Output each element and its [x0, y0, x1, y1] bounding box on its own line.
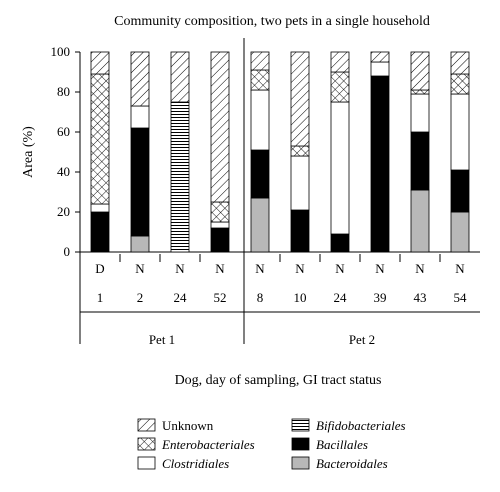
gi-status-label: N — [255, 261, 265, 276]
bar-segment-unknown — [370, 51, 390, 63]
bar-segment-clostridiales — [210, 221, 230, 229]
gi-status-label: D — [95, 261, 104, 276]
sampling-day-label: 24 — [334, 290, 348, 305]
y-tick-label: 0 — [64, 244, 71, 259]
bar-segment-unknown — [290, 51, 310, 147]
sampling-day-label: 24 — [174, 290, 188, 305]
bar-segment-bacillales — [410, 131, 430, 191]
sampling-day-label: 39 — [374, 290, 387, 305]
bar-segment-enterobacteriales — [450, 73, 470, 95]
bar-segment-bifidobacteriales — [170, 101, 190, 253]
y-tick-label: 40 — [57, 164, 70, 179]
legend-label: Clostridiales — [162, 456, 229, 471]
legend-label: Bacillales — [316, 437, 368, 452]
bar-segment-unknown — [330, 51, 350, 73]
bar-segment-bacillales — [210, 227, 230, 253]
legend-label: Unknown — [162, 418, 214, 433]
gi-status-label: N — [415, 261, 425, 276]
gi-status-label: N — [375, 261, 385, 276]
chart-title: Community composition, two pets in a sin… — [114, 14, 430, 29]
bar-segment-unknown — [90, 51, 110, 75]
gi-status-label: N — [335, 261, 345, 276]
sampling-day-label: 54 — [454, 290, 468, 305]
bar-segment-enterobacteriales — [330, 71, 350, 103]
bar-segment-bacillales — [90, 211, 110, 253]
bar-segment-clostridiales — [250, 89, 270, 151]
bar-segment-unknown — [130, 51, 150, 107]
legend: Unknown Enterobacteriales Clostridiales Bif… — [137, 418, 406, 471]
legend-swatch — [137, 418, 156, 432]
bar-segment-enterobacteriales — [90, 73, 110, 205]
gi-status-label: N — [215, 261, 225, 276]
bar-segment-enterobacteriales — [290, 145, 310, 157]
sampling-day-label: 8 — [257, 290, 264, 305]
bar-segment-unknown — [210, 51, 230, 203]
bar-segment-bacteroidales — [410, 189, 430, 253]
x-axis-label: Dog, day of sampling, GI tract status — [175, 373, 382, 388]
legend-swatch — [291, 437, 310, 451]
gi-status-label: N — [455, 261, 465, 276]
bar-segment-clostridiales — [130, 105, 150, 129]
bar-segment-bacillales — [250, 149, 270, 199]
bar-segment-bacillales — [330, 233, 350, 253]
y-tick-label: 20 — [57, 204, 70, 219]
legend-label: Bifidobacteriales — [316, 418, 406, 433]
bar-segment-unknown — [170, 51, 190, 103]
pet-group-label: Pet 1 — [149, 332, 175, 347]
sampling-day-label: 52 — [214, 290, 227, 305]
y-tick-label: 60 — [57, 124, 70, 139]
sampling-day-label: 2 — [137, 290, 144, 305]
bar-segment-enterobacteriales — [250, 69, 270, 91]
legend-label: Bacteroidales — [316, 456, 388, 471]
bar-segment-clostridiales — [450, 93, 470, 171]
bar-segment-clostridiales — [90, 203, 110, 213]
gi-status-label: N — [295, 261, 305, 276]
bar-segment-clostridiales — [290, 155, 310, 211]
bar-segment-bacteroidales — [130, 235, 150, 253]
bar-segment-bacillales — [370, 75, 390, 253]
legend-swatch — [291, 456, 310, 470]
bars — [90, 51, 470, 253]
gi-status-label: N — [135, 261, 145, 276]
bar-segment-unknown — [450, 51, 470, 75]
y-axis-label: Area (%) — [21, 126, 36, 178]
pet-group-label: Pet 2 — [349, 332, 375, 347]
category-labels: D 1 N 2 N 24 N 52 N 8 N 10 N 24 N 39 N 43 N 54 Pet 1 Pet 2 — [95, 254, 467, 347]
sampling-day-label: 1 — [97, 290, 104, 305]
bar-segment-bacteroidales — [450, 211, 470, 253]
legend-label: Enterobacteriales — [161, 437, 255, 452]
bar-segment-bacillales — [290, 209, 310, 253]
sampling-day-label: 10 — [294, 290, 307, 305]
bar-segment-unknown — [410, 51, 430, 91]
legend-swatch — [137, 437, 156, 451]
bar-segment-clostridiales — [370, 61, 390, 77]
bar-segment-unknown — [250, 51, 270, 71]
sampling-day-label: 43 — [414, 290, 427, 305]
y-tick-label: 100 — [51, 44, 71, 59]
legend-swatch — [137, 456, 156, 470]
bar-segment-enterobacteriales — [410, 89, 430, 95]
y-tick-label: 80 — [57, 84, 70, 99]
bar-segment-bacillales — [130, 127, 150, 237]
gi-status-label: N — [175, 261, 185, 276]
bar-segment-bacillales — [450, 169, 470, 213]
bar-segment-enterobacteriales — [210, 201, 230, 223]
bar-segment-bacteroidales — [250, 197, 270, 253]
bar-segment-clostridiales — [330, 101, 350, 235]
legend-swatch — [291, 418, 310, 432]
bar-segment-clostridiales — [410, 93, 430, 133]
